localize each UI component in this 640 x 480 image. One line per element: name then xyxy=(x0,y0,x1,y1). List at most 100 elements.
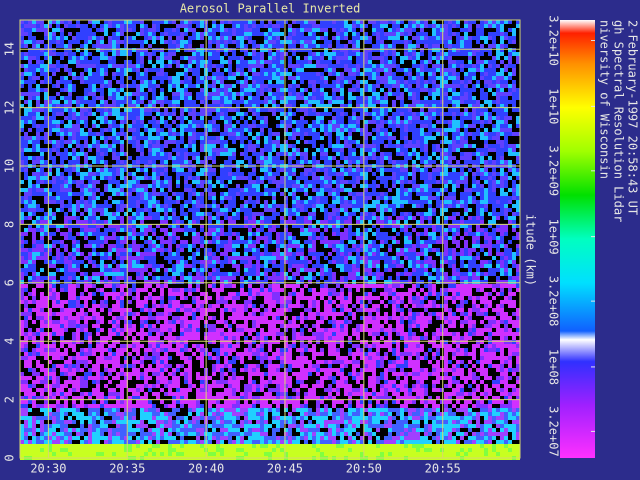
heatmap-cell xyxy=(460,96,464,100)
heatmap-cell xyxy=(500,156,504,160)
heatmap-cell xyxy=(516,140,520,144)
heatmap-cell xyxy=(36,108,40,112)
heatmap-cell xyxy=(124,36,128,40)
heatmap-cell xyxy=(236,120,240,124)
heatmap-cell xyxy=(180,24,184,28)
heatmap-cell xyxy=(124,176,128,180)
heatmap-cell xyxy=(184,128,188,132)
heatmap-cell xyxy=(156,152,160,156)
heatmap-cell xyxy=(404,120,408,124)
heatmap-cell xyxy=(332,112,336,116)
heatmap-cell xyxy=(152,36,156,40)
heatmap-cell xyxy=(276,44,280,48)
heatmap-cell xyxy=(104,68,108,72)
heatmap-cell xyxy=(216,84,220,88)
heatmap-cell xyxy=(332,88,336,92)
heatmap-cell xyxy=(512,120,516,124)
heatmap-cell xyxy=(316,64,320,68)
heatmap-cell xyxy=(156,52,160,56)
heatmap-cell xyxy=(296,56,300,60)
heatmap-cell xyxy=(76,168,80,172)
heatmap-cell xyxy=(168,48,172,52)
heatmap-cell xyxy=(188,56,192,60)
heatmap-cell xyxy=(368,172,372,176)
heatmap-cell xyxy=(52,60,56,64)
heatmap-cell xyxy=(364,116,368,120)
heatmap-cell xyxy=(212,112,216,116)
heatmap-cell xyxy=(476,144,480,148)
heatmap-cell xyxy=(96,96,100,100)
heatmap-cell xyxy=(316,172,320,176)
heatmap-cell xyxy=(200,52,204,56)
heatmap-cell xyxy=(440,172,444,176)
heatmap-cell xyxy=(192,108,196,112)
heatmap-cell xyxy=(124,148,128,152)
heatmap-cell xyxy=(120,52,124,56)
heatmap-cell xyxy=(148,176,152,180)
heatmap-cell xyxy=(276,100,280,104)
heatmap-cell xyxy=(76,68,80,72)
heatmap-cell xyxy=(368,60,372,64)
heatmap-cell xyxy=(32,100,36,104)
heatmap-cell xyxy=(436,156,440,160)
heatmap-cell xyxy=(436,52,440,56)
heatmap-cell xyxy=(416,144,420,148)
heatmap-cell xyxy=(416,48,420,52)
heatmap-cell xyxy=(372,140,376,144)
heatmap-cell xyxy=(340,132,344,136)
heatmap-cell xyxy=(232,92,236,96)
heatmap-cell xyxy=(112,48,116,52)
heatmap-cell xyxy=(432,24,436,28)
heatmap-cell xyxy=(428,152,432,156)
heatmap-cell xyxy=(360,88,364,92)
heatmap-cell xyxy=(80,72,84,76)
heatmap-cell xyxy=(516,28,520,32)
heatmap-cell xyxy=(364,156,368,160)
heatmap-cell xyxy=(24,148,28,152)
heatmap-cell xyxy=(28,116,32,120)
heatmap-cell xyxy=(160,116,164,120)
heatmap-cell xyxy=(456,136,460,140)
heatmap-cell xyxy=(220,96,224,100)
heatmap-cell xyxy=(308,56,312,60)
heatmap-cell xyxy=(380,116,384,120)
heatmap-cell xyxy=(52,64,56,68)
heatmap-cell xyxy=(464,56,468,60)
heatmap-cell xyxy=(252,140,256,144)
heatmap-cell xyxy=(64,24,68,28)
heatmap-cell xyxy=(412,156,416,160)
heatmap-cell xyxy=(512,132,516,136)
heatmap-cell xyxy=(188,168,192,172)
heatmap-cell xyxy=(48,44,52,48)
heatmap-cell xyxy=(116,124,120,128)
heatmap-cell xyxy=(28,40,32,44)
heatmap-cell xyxy=(208,108,212,112)
heatmap-cell xyxy=(280,176,284,180)
heatmap-cell xyxy=(124,152,128,156)
heatmap-cell xyxy=(180,152,184,156)
heatmap-cell xyxy=(44,68,48,72)
heatmap-cell xyxy=(276,160,280,164)
heatmap-cell xyxy=(516,148,520,152)
heatmap-cell xyxy=(288,24,292,28)
heatmap-cell xyxy=(68,100,72,104)
heatmap-cell xyxy=(68,20,72,24)
heatmap-cell xyxy=(420,20,424,24)
heatmap-cell xyxy=(368,112,372,116)
heatmap-cell xyxy=(412,52,416,56)
heatmap-cell xyxy=(356,80,360,84)
heatmap-cell xyxy=(492,152,496,156)
heatmap-cell xyxy=(60,56,64,60)
heatmap-cell xyxy=(220,84,224,88)
heatmap-cell xyxy=(280,80,284,84)
heatmap-cell xyxy=(56,108,60,112)
heatmap-cell xyxy=(504,52,508,56)
heatmap-cell xyxy=(112,144,116,148)
heatmap-cell xyxy=(48,48,52,52)
heatmap-cell xyxy=(208,84,212,88)
heatmap-cell xyxy=(316,56,320,60)
heatmap-cell xyxy=(44,128,48,132)
heatmap-cell xyxy=(392,68,396,72)
heatmap-cell xyxy=(252,24,256,28)
heatmap-cell xyxy=(40,116,44,120)
